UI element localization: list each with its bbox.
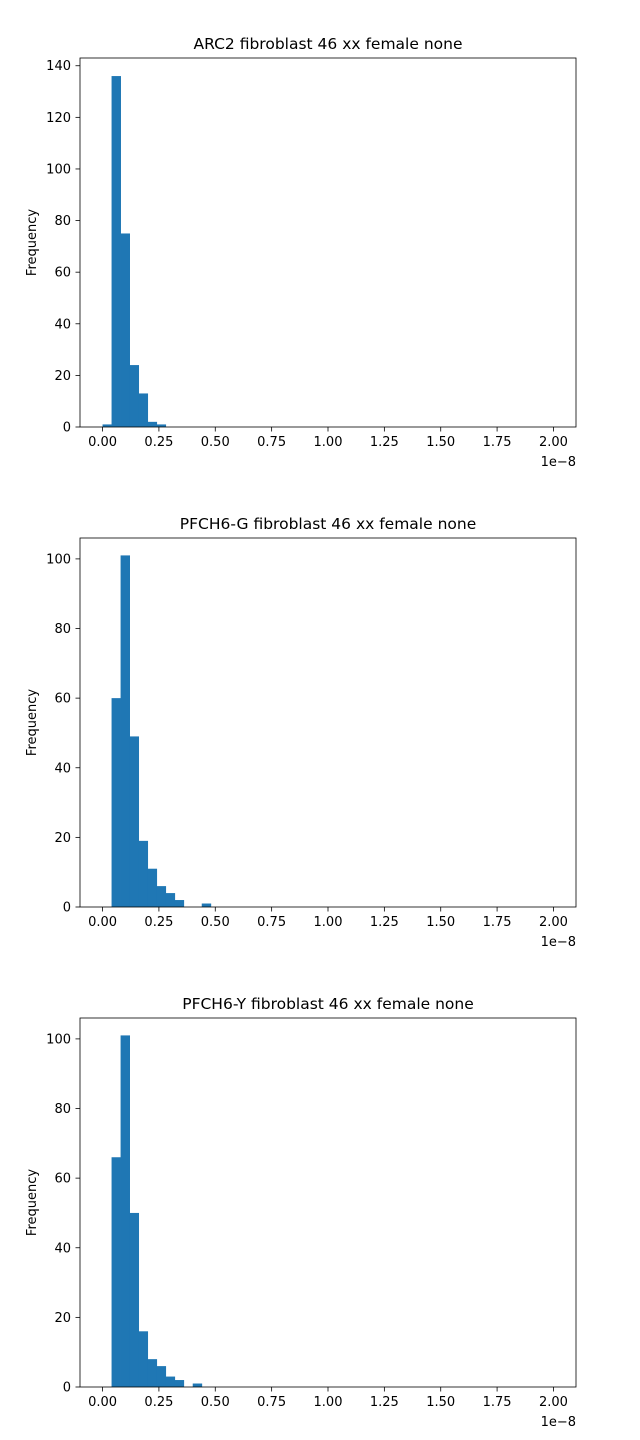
histogram-bar — [165, 1376, 176, 1387]
histogram-bar — [138, 393, 149, 427]
x-tick-label: 1.75 — [483, 1395, 512, 1410]
y-tick-label: 0 — [63, 421, 71, 436]
histogram-bar — [138, 840, 149, 907]
histogram-bar — [156, 886, 167, 907]
x-tick-label: 0.25 — [144, 1395, 173, 1410]
histogram-bar — [174, 1380, 185, 1387]
x-tick-label: 1.25 — [370, 435, 399, 450]
histogram-bar — [111, 76, 121, 427]
x-tick-label: 0.50 — [201, 1395, 230, 1410]
histogram-bar — [120, 1035, 130, 1387]
x-tick-label: 1.00 — [314, 915, 343, 930]
axes-frame — [79, 57, 577, 428]
x-tick-label: 2.00 — [539, 915, 568, 930]
histogram-bar — [129, 1212, 140, 1387]
x-tick-label: 1.00 — [314, 435, 343, 450]
x-tick-label: 0.75 — [257, 1395, 286, 1410]
histogram-panel-2: 0.00 0.25 0.50 0.75 1.00 1.25 1.50 1.75 2.00 0 20 4… — [25, 515, 577, 950]
histogram-bar — [129, 365, 140, 427]
y-tick-label: 100 — [46, 552, 71, 567]
histogram-bar — [111, 698, 121, 907]
y-tick-label: 80 — [54, 214, 71, 229]
y-tick-label: 0 — [63, 901, 71, 916]
y-tick-label: 20 — [54, 1311, 71, 1326]
x-tick-label: 1.75 — [483, 435, 512, 450]
x-tick-label: 0.25 — [144, 435, 173, 450]
histogram-bar — [156, 424, 167, 427]
histogram-bar — [102, 424, 112, 427]
y-axis-label: Frequency — [25, 689, 40, 756]
histogram-bar — [147, 1359, 158, 1387]
x-tick-label: 0.75 — [257, 915, 286, 930]
axes-frame — [79, 537, 577, 908]
y-tick-label: 20 — [54, 369, 71, 384]
y-tick-label: 120 — [46, 111, 71, 126]
histogram-bar — [147, 421, 158, 427]
histogram-bar — [174, 900, 185, 907]
histogram-bar — [120, 555, 130, 907]
x-tick-label: 0.50 — [201, 915, 230, 930]
x-tick-label: 1.75 — [483, 915, 512, 930]
histogram-bar — [165, 893, 176, 907]
x-tick-label: 2.00 — [539, 1395, 568, 1410]
histogram-bar — [138, 1331, 149, 1387]
y-tick-label: 40 — [54, 761, 71, 776]
histogram-bars — [102, 76, 167, 427]
y-axis-label: Frequency — [25, 1169, 40, 1236]
x-tick-label: 0.00 — [88, 915, 117, 930]
y-tick-label: 100 — [46, 162, 71, 177]
y-tick-label: 40 — [54, 317, 71, 332]
y-tick-label: 60 — [54, 266, 71, 281]
x-tick-label: 1.00 — [314, 1395, 343, 1410]
y-tick-label: 60 — [54, 692, 71, 707]
y-tick-label: 20 — [54, 831, 71, 846]
x-offset-text: 1e−8 — [541, 935, 576, 950]
x-tick-label: 1.50 — [426, 435, 455, 450]
y-axis-label: Frequency — [25, 209, 40, 276]
chart-title: ARC2 fibroblast 46 xx female none — [193, 35, 462, 53]
histogram-bar — [129, 736, 140, 907]
histogram-bar — [201, 903, 212, 907]
x-tick-label: 1.50 — [426, 1395, 455, 1410]
y-tick-label: 100 — [46, 1032, 71, 1047]
histogram-bar — [156, 1366, 167, 1387]
x-tick-label: 0.25 — [144, 915, 173, 930]
histogram-bars — [111, 1035, 203, 1387]
histogram-bar — [111, 1157, 121, 1387]
x-offset-text: 1e−8 — [541, 1415, 576, 1430]
histogram-bars — [111, 555, 212, 907]
y-tick-label: 140 — [46, 59, 71, 74]
x-offset-text: 1e−8 — [541, 455, 576, 470]
histogram-bar — [147, 868, 158, 907]
y-tick-label: 80 — [54, 622, 71, 637]
histogram-bar — [192, 1383, 203, 1387]
histogram-panel-3: 0.00 0.25 0.50 0.75 1.00 1.25 1.50 1.75 2.00 0 20 4… — [25, 995, 577, 1430]
x-tick-label: 0.75 — [257, 435, 286, 450]
chart-title: PFCH6-G fibroblast 46 xx female none — [180, 515, 477, 533]
y-tick-label: 80 — [54, 1102, 71, 1117]
histogram-panel-1: 0.00 0.25 0.50 0.75 1.00 1.25 1.50 1.75 2.00 0 20 4… — [25, 35, 577, 470]
y-tick-label: 0 — [63, 1381, 71, 1396]
x-tick-label: 1.25 — [370, 1395, 399, 1410]
axes-frame — [79, 1017, 577, 1388]
x-tick-label: 0.00 — [88, 1395, 117, 1410]
x-tick-label: 1.50 — [426, 915, 455, 930]
y-tick-label: 40 — [54, 1241, 71, 1256]
x-tick-label: 2.00 — [539, 435, 568, 450]
y-tick-label: 60 — [54, 1172, 71, 1187]
x-tick-label: 0.00 — [88, 435, 117, 450]
x-tick-label: 0.50 — [201, 435, 230, 450]
chart-title: PFCH6-Y fibroblast 46 xx female none — [182, 995, 474, 1013]
x-tick-label: 1.25 — [370, 915, 399, 930]
histogram-bar — [120, 233, 130, 427]
